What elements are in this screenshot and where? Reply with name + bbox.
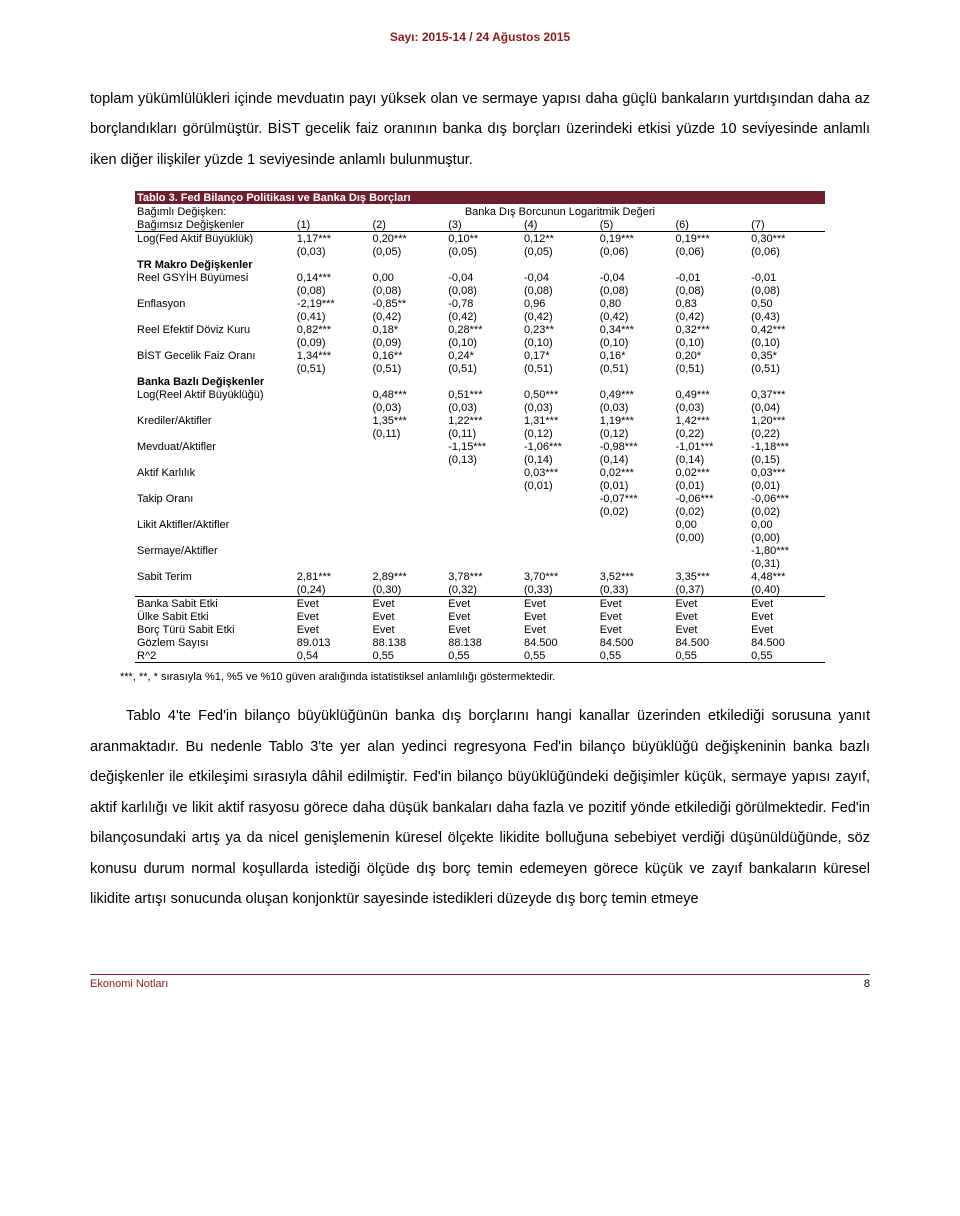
table-row-se: (0,13)(0,14)(0,14)(0,14)(0,15) (135, 453, 825, 466)
table-row: Reel GSYİH Büyümesi0,14***0,00-0,04-0,04… (135, 271, 825, 284)
table-row-se: (0,41)(0,42)(0,42)(0,42)(0,42)(0,42)(0,4… (135, 310, 825, 323)
table-row-se: (0,01)(0,01)(0,01)(0,01) (135, 479, 825, 492)
table-row-se: (0,51)(0,51)(0,51)(0,51)(0,51)(0,51)(0,5… (135, 362, 825, 375)
table-row: R^20,540,550,550,550,550,550,55 (135, 649, 825, 663)
dep-var-value: Banka Dış Borcunun Logaritmik Değeri (295, 205, 825, 219)
table-row: Log(Reel Aktif Büyüklüğü)0,48***0,51***0… (135, 388, 825, 401)
table-row: Sermaye/Aktifler-1,80*** (135, 544, 825, 557)
table-row-se: (0,03)(0,05)(0,05)(0,05)(0,06)(0,06)(0,0… (135, 245, 825, 258)
page-header: Sayı: 2015-14 / 24 Ağustos 2015 (90, 30, 870, 44)
table-row: Takip Oranı-0,07***-0,06***-0,06*** (135, 492, 825, 505)
table-row: Enflasyon-2,19***-0,85**-0,780,960,800,8… (135, 297, 825, 310)
regression-table: Tablo 3. Fed Bilanço Politikası ve Banka… (135, 191, 825, 663)
table-row: Mevduat/Aktifler-1,15***-1,06***-0,98***… (135, 440, 825, 453)
footer-left: Ekonomi Notları (90, 978, 168, 990)
table-row: Aktif Karlılık0,03***0,02***0,02***0,03*… (135, 466, 825, 479)
dep-var-label: Bağımlı Değişken: (135, 205, 295, 219)
table-row: Ülke Sabit EtkiEvetEvetEvetEvetEvetEvetE… (135, 610, 825, 623)
footer-right: 8 (864, 978, 870, 990)
table-row: BİST Gecelik Faiz Oranı1,34***0,16**0,24… (135, 349, 825, 362)
table-row-se: (0,02)(0,02)(0,02) (135, 505, 825, 518)
page-footer: Ekonomi Notları 8 (90, 974, 870, 990)
table-row: Log(Fed Aktif Büyüklük)1,17***0,20***0,1… (135, 232, 825, 246)
indep-var-label: Bağımsız Değişkenler (135, 218, 295, 232)
table-row-se: (0,08)(0,08)(0,08)(0,08)(0,08)(0,08)(0,0… (135, 284, 825, 297)
table-row: Krediler/Aktifler1,35***1,22***1,31***1,… (135, 414, 825, 427)
section-bank: Banka Bazlı Değişkenler (135, 375, 295, 388)
table-3: Tablo 3. Fed Bilanço Politikası ve Banka… (135, 191, 825, 663)
section-macro: TR Makro Değişkenler (135, 258, 295, 271)
table-caption: Tablo 3. Fed Bilanço Politikası ve Banka… (135, 191, 825, 205)
table-row: Borç Türü Sabit EtkiEvetEvetEvetEvetEvet… (135, 623, 825, 636)
table-row-se: (0,09)(0,09)(0,10)(0,10)(0,10)(0,10)(0,1… (135, 336, 825, 349)
table-row: Reel Efektif Döviz Kuru0,82***0,18*0,28*… (135, 323, 825, 336)
table-row-se: (0,11)(0,11)(0,12)(0,12)(0,22)(0,22) (135, 427, 825, 440)
table-footnote: ***, **, * sırasıyla %1, %5 ve %10 güven… (120, 671, 870, 683)
table-row: Likit Aktifler/Aktifler0,000,00 (135, 518, 825, 531)
table-row-se: (0,03)(0,03)(0,03)(0,03)(0,03)(0,04) (135, 401, 825, 414)
table-row-se: (0,00)(0,00) (135, 531, 825, 544)
col-headers-row: Bağımsız Değişkenler (1) (2) (3) (4) (5)… (135, 218, 825, 232)
table-row-se: (0,31) (135, 557, 825, 570)
table-row-se: (0,24)(0,30)(0,32)(0,33)(0,33)(0,37)(0,4… (135, 583, 825, 597)
paragraph-1: toplam yükümlülükleri içinde mevduatın p… (90, 84, 870, 175)
table-row: Banka Sabit EtkiEvetEvetEvetEvetEvetEvet… (135, 597, 825, 611)
table-row: Sabit Terim2,81***2,89***3,78***3,70***3… (135, 570, 825, 583)
table-row: Gözlem Sayısı89.01388.13888.13884.50084.… (135, 636, 825, 649)
paragraph-2: Tablo 4'te Fed'in bilanço büyüklüğünün b… (90, 701, 870, 914)
